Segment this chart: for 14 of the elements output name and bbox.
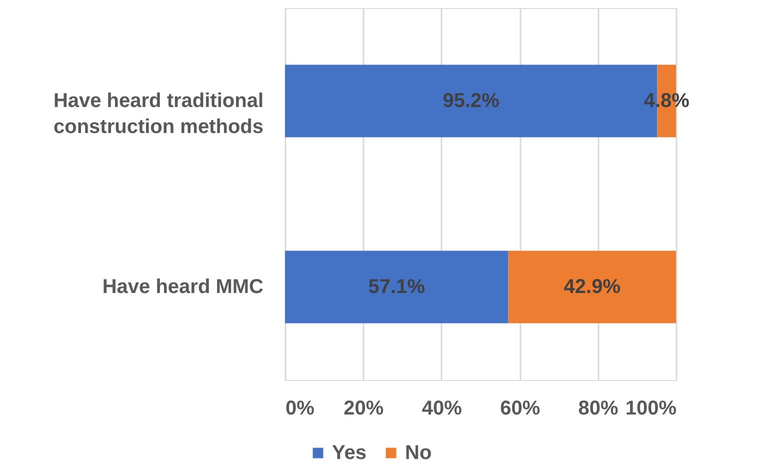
- data-label: 42.9%: [564, 276, 621, 298]
- x-tick-label: 80%: [578, 398, 619, 420]
- data-label: 95.2%: [442, 90, 500, 112]
- x-tick-label: 40%: [422, 398, 462, 420]
- x-tick-label: 100%: [625, 398, 677, 420]
- y-tick-label: Have heard MMC: [102, 276, 264, 298]
- data-label: 4.8%: [644, 90, 690, 112]
- data-label: 57.1%: [368, 276, 426, 298]
- x-tick-label: 20%: [344, 398, 384, 420]
- y-tick-label: Have heard traditional construction methods: [53, 90, 264, 138]
- legend-label: No: [405, 442, 432, 464]
- x-tick-label: 0%: [286, 398, 315, 420]
- x-tick-label: 60%: [500, 398, 540, 420]
- legend-label: Yes: [332, 442, 366, 464]
